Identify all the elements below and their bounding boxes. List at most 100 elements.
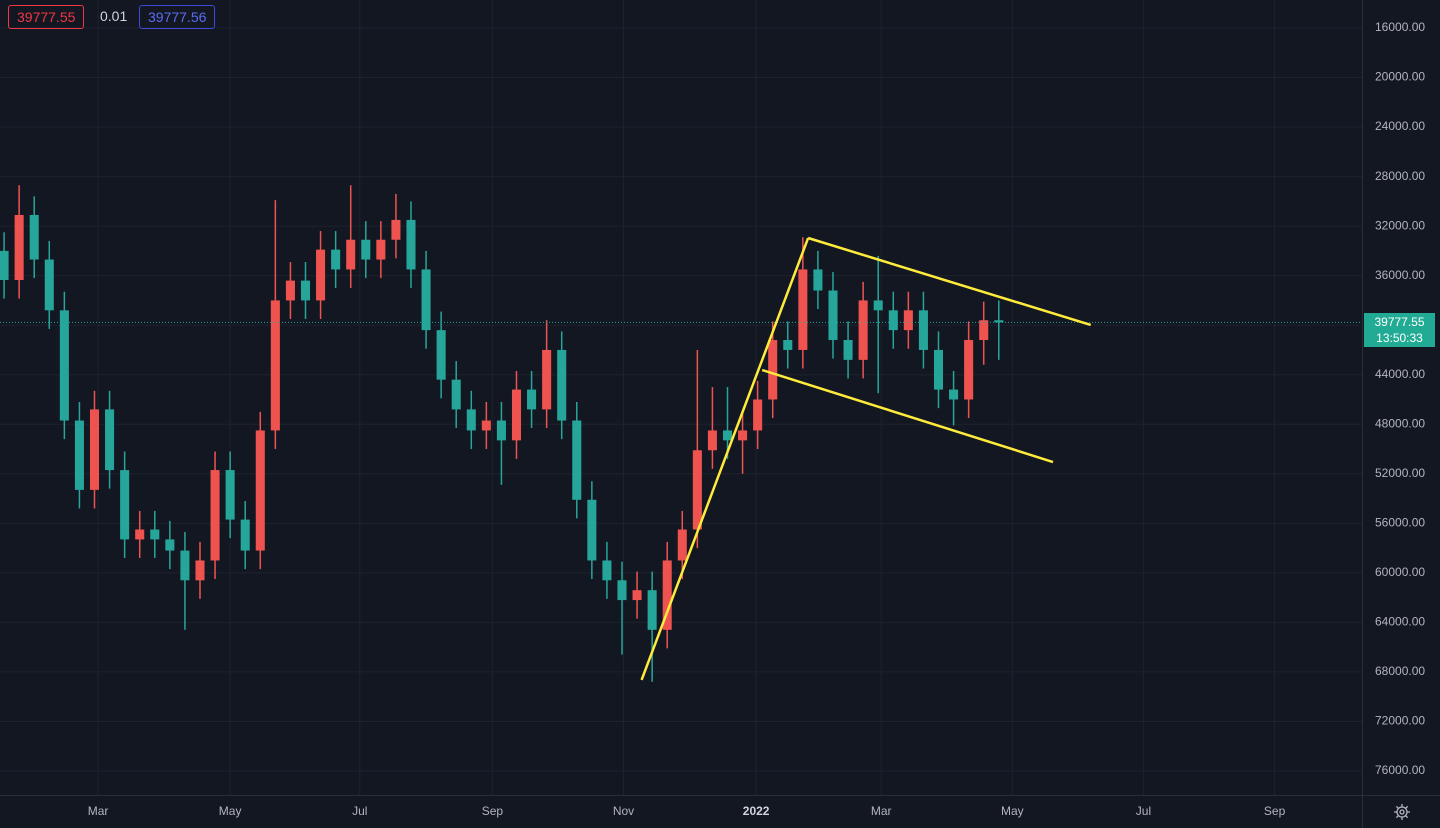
- candle-body: [466, 409, 476, 431]
- candle-body: [89, 409, 100, 490]
- candle-body: [225, 470, 235, 520]
- x-tick-label: Mar: [88, 804, 109, 818]
- x-tick-label: Mar: [871, 804, 892, 818]
- y-tick-label: 48000.00: [1375, 416, 1425, 430]
- y-tick-label: 56000.00: [1375, 515, 1425, 529]
- x-tick-label: Sep: [1264, 804, 1286, 818]
- candle-body: [120, 470, 130, 540]
- candle-body: [105, 409, 115, 471]
- candle-body: [542, 349, 552, 410]
- candle-body: [692, 450, 702, 530]
- candle-body: [602, 560, 612, 581]
- x-tick-label: Sep: [482, 804, 504, 818]
- y-tick-label: 60000.00: [1375, 565, 1425, 579]
- candle-body: [572, 420, 582, 500]
- candle-body: [195, 560, 205, 581]
- trend-line: [761, 368, 1054, 464]
- candle-body: [421, 269, 431, 331]
- candle-body: [270, 300, 280, 431]
- candle-body: [346, 239, 356, 270]
- x-tick-label: 2022: [743, 804, 770, 818]
- y-tick-label: 72000.00: [1375, 714, 1425, 728]
- y-tick-label: 20000.00: [1375, 70, 1425, 84]
- candle-body: [738, 430, 748, 441]
- bid-price[interactable]: 39777.55: [8, 5, 85, 29]
- candle-body: [632, 590, 642, 601]
- candle-body: [300, 280, 311, 301]
- grid: [0, 0, 1362, 795]
- y-tick-label: 32000.00: [1375, 218, 1425, 232]
- candle-body: [74, 420, 84, 490]
- candle-body: [933, 349, 944, 390]
- candle-body: [707, 430, 717, 451]
- y-tick-label: 44000.00: [1375, 367, 1425, 381]
- candle-body: [180, 550, 190, 581]
- x-tick-label: Nov: [613, 804, 634, 818]
- y-tick-label: 24000.00: [1375, 119, 1425, 133]
- candle-body: [255, 430, 265, 551]
- candle-body: [903, 310, 913, 331]
- candle-body: [481, 420, 491, 431]
- candle-body: [994, 320, 1004, 323]
- candle-body: [798, 269, 808, 350]
- candle-body: [361, 239, 371, 260]
- candle-body: [979, 320, 989, 341]
- y-tick-label: 68000.00: [1375, 664, 1425, 678]
- candle-body: [858, 300, 868, 360]
- candle-body: [964, 340, 974, 400]
- candle-body: [150, 529, 160, 540]
- candle-body: [391, 219, 401, 240]
- candle-body: [436, 330, 446, 380]
- candle-body: [873, 300, 883, 311]
- y-tick-label: 16000.00: [1375, 20, 1425, 34]
- candle-body: [135, 529, 145, 540]
- x-tick-label: Jul: [1136, 804, 1151, 818]
- candle-body: [0, 250, 9, 280]
- spread: 0.01: [100, 8, 128, 24]
- last-price-label: 39777.55 13:50:33: [1364, 313, 1435, 347]
- ask-price[interactable]: 39777.56: [139, 5, 216, 29]
- candle-body: [557, 349, 567, 421]
- x-tick-label: Jul: [352, 804, 367, 818]
- candle-body: [44, 259, 54, 311]
- candle-body: [828, 290, 838, 341]
- y-tick-label: 76000.00: [1375, 763, 1425, 777]
- last-price: 39777.55: [1374, 315, 1425, 329]
- candle-body: [813, 269, 823, 291]
- candle-body: [285, 280, 295, 301]
- candle-body: [783, 340, 793, 350]
- trend-line: [640, 237, 810, 681]
- candle-body: [406, 219, 416, 270]
- candle-body: [843, 340, 853, 360]
- candle-body: [768, 340, 778, 400]
- settings-icon[interactable]: [1394, 804, 1410, 820]
- candle-body: [918, 310, 928, 350]
- candle-body: [617, 580, 627, 601]
- candle-body: [647, 590, 657, 630]
- y-tick-label: 64000.00: [1375, 615, 1425, 629]
- candle-body: [331, 249, 341, 270]
- candle-body: [210, 470, 220, 561]
- candle-body: [677, 529, 687, 561]
- candle-body: [29, 214, 39, 260]
- candle-body: [451, 379, 461, 410]
- x-tick-label: May: [1001, 804, 1024, 818]
- candle-body: [165, 539, 175, 551]
- candle-body: [14, 214, 24, 280]
- candle-body: [240, 519, 250, 551]
- candle-body: [496, 420, 506, 441]
- candle-body: [662, 560, 672, 630]
- candle-body: [722, 430, 733, 441]
- candle-body: [888, 310, 898, 331]
- candle-body: [316, 249, 326, 301]
- candle-body: [949, 389, 959, 400]
- candle-body: [59, 310, 69, 421]
- candle-body: [587, 499, 597, 561]
- candle-body: [753, 399, 763, 431]
- trend-line: [807, 236, 1092, 327]
- x-tick-label: May: [219, 804, 242, 818]
- candle-body: [511, 389, 522, 441]
- y-tick-label: 28000.00: [1375, 169, 1425, 183]
